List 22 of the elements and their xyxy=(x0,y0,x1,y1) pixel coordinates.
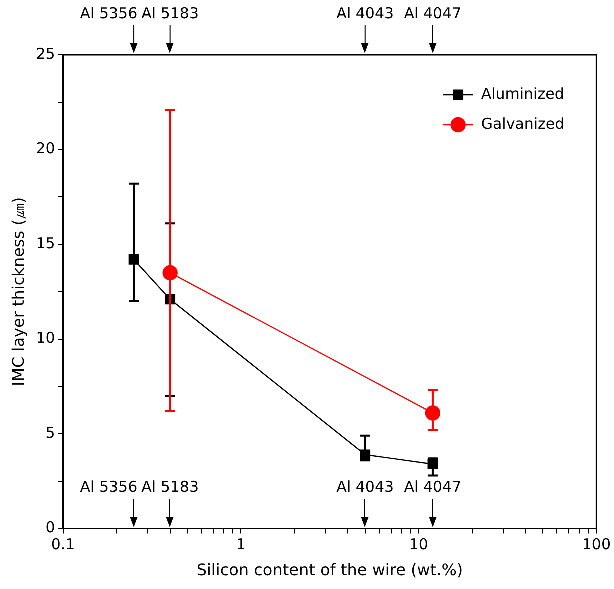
ref-line-label: Al 5356 xyxy=(80,4,138,22)
ref-line-label: Al 4043 xyxy=(336,4,394,22)
x-tick-label: 1 xyxy=(236,536,246,554)
y-tick-label: 25 xyxy=(36,44,56,63)
ref-line-label: Al 4043 xyxy=(336,478,394,496)
x-tick-label: 0.1 xyxy=(51,536,76,554)
y-axis-title: IMC layer thickness (㎛) xyxy=(8,197,28,386)
y-tick-label: 15 xyxy=(36,234,56,252)
x-tick-label: 100 xyxy=(582,536,612,554)
x-axis-title: Silicon content of the wire (wt.%) xyxy=(196,560,464,580)
ref-line-label: Al 4047 xyxy=(404,478,462,496)
ref-line-label: Al 5356 xyxy=(80,478,138,496)
y-tick-label: 10 xyxy=(36,329,56,348)
x-tick-label: 10 xyxy=(409,536,428,554)
ref-line-label: Al 4047 xyxy=(404,4,462,22)
ref-line-label: Al 5183 xyxy=(142,4,200,22)
y-tick-label: 5 xyxy=(46,424,56,442)
legend-label: Galvanized xyxy=(481,114,565,133)
ref-line-label: Al 5183 xyxy=(142,478,200,496)
legend-label: Aluminized xyxy=(481,84,564,103)
y-tick-label: 0 xyxy=(46,518,56,537)
y-tick-label: 20 xyxy=(36,140,56,158)
